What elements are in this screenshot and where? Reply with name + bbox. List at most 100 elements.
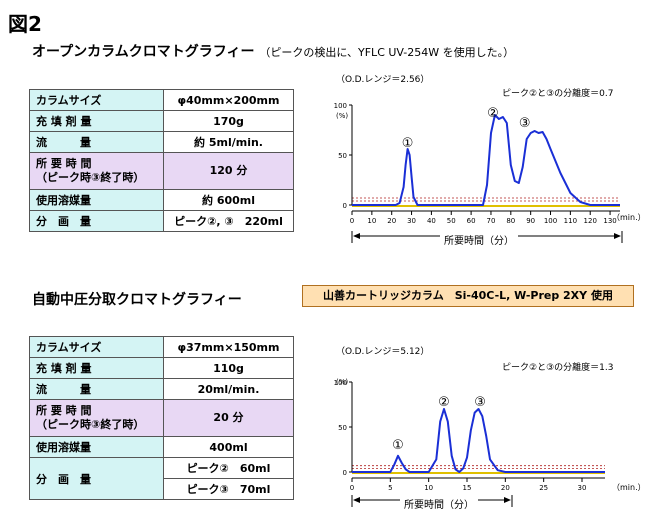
table-row: 流 量約 5ml/min. xyxy=(29,131,294,153)
x-tick-label: 30 xyxy=(578,484,587,492)
arrow-head-right xyxy=(614,233,621,239)
row-value: 170g xyxy=(163,110,294,132)
section2-title: 自動中圧分取クロマトグラフィー xyxy=(32,292,242,308)
y-tick-label: 50 xyxy=(338,152,347,160)
x-tick-label: 70 xyxy=(487,217,496,225)
section1-title-text: オープンカラムクロマトグラフィー xyxy=(32,44,255,60)
y-tick-label: 100 xyxy=(334,379,347,387)
x-tick-label: 110 xyxy=(564,217,577,225)
column-badge: 山善カートリッジカラム Si-40C-L, W-Prep 2XY 使用 xyxy=(302,285,634,307)
x-tick-label: 15 xyxy=(463,484,472,492)
row-value: 400ml xyxy=(163,436,294,458)
row-value: φ40mm×200mm xyxy=(163,89,294,111)
x-unit-label: （min.） xyxy=(612,483,646,492)
x-tick-label: 25 xyxy=(539,484,548,492)
section2-spec-table: カラムサイズ φ37mm×150mm 充 填 剤 量 110g 流 量 20ml/mi… xyxy=(29,336,294,500)
peak-label: ③ xyxy=(474,395,486,410)
chromatogram-trace xyxy=(352,408,605,473)
x-tick-label: 10 xyxy=(424,484,433,492)
row-key: 所 要 時 間（ピーク時③終了時） xyxy=(29,399,164,437)
x-tick-label: 90 xyxy=(526,217,535,225)
x-tick-label: 60 xyxy=(467,217,476,225)
y-tick-label: 0 xyxy=(343,469,347,477)
row-key: 所 要 時 間（ピーク時③終了時） xyxy=(29,152,164,190)
x-tick-label: 5 xyxy=(388,484,392,492)
arrow-head-left xyxy=(353,497,360,503)
table-row: 分 画 量ピーク②, ③ 220ml xyxy=(29,210,294,232)
row-key-line2: （ピーク時③終了時） xyxy=(36,171,145,184)
row-value: ピーク③ 70ml xyxy=(163,478,294,500)
chromatogram-trace xyxy=(352,114,620,206)
peak-label: ① xyxy=(392,438,404,453)
table-row: 所 要 時 間（ピーク時③終了時） 20 分 xyxy=(29,399,294,437)
row-key-line2: （ピーク時③終了時） xyxy=(36,418,145,431)
figure-label: 図2 xyxy=(8,12,42,36)
peak-label: ② xyxy=(438,395,450,410)
table-row: 充 填 剤 量 110g xyxy=(29,357,294,379)
row-key: カラムサイズ xyxy=(29,336,164,358)
peak-label: ① xyxy=(402,136,414,151)
row-key: 流 量 xyxy=(29,378,164,400)
section1-title: オープンカラムクロマトグラフィー （ピークの検出に、YFLC UV-254W を… xyxy=(32,41,514,61)
row-key: 充 填 剤 量 xyxy=(29,110,164,132)
y-tick-label: 0 xyxy=(343,202,347,210)
row-key: 分 画 量 xyxy=(29,210,164,232)
axis-label-backing xyxy=(400,498,478,512)
row-value: ピーク② 60ml xyxy=(163,457,294,479)
row-value: 20 分 xyxy=(163,399,294,437)
y-tick-label: 50 xyxy=(338,424,347,432)
row-key: 使用溶媒量 xyxy=(29,436,164,458)
row-value: 120 分 xyxy=(163,152,294,190)
x-axis-label: 所要時間（分） xyxy=(444,235,514,247)
x-tick-label: 80 xyxy=(506,217,515,225)
section1-note: （ピークの検出に、YFLC UV-254W を使用した。） xyxy=(259,46,515,59)
table-row: 使用溶媒量 400ml xyxy=(29,436,294,458)
table-row: カラムサイズ φ37mm×150mm xyxy=(29,336,294,358)
x-tick-label: 100 xyxy=(544,217,557,225)
x-tick-label: 50 xyxy=(447,217,456,225)
table-row: ピーク③ 70ml xyxy=(30,478,294,500)
x-tick-label: 0 xyxy=(350,217,354,225)
od-label: （O.D.レンジ＝5.12） xyxy=(336,346,429,357)
x-tick-label: 20 xyxy=(387,217,396,225)
peak-label: ③ xyxy=(519,116,531,131)
table-row: 分 画 量ピーク② 60ml xyxy=(29,457,294,500)
x-tick-label: 40 xyxy=(427,217,436,225)
resolution-label: ピーク②と③の分離度＝1.3 xyxy=(502,361,613,373)
axis-label-backing xyxy=(440,234,518,248)
table-row: 流 量 20ml/min. xyxy=(29,378,294,400)
row-key: 使用溶媒量 xyxy=(29,189,164,211)
table-row: 使用溶媒量約 600ml xyxy=(29,189,294,211)
resolution-label: ピーク②と③の分離度＝0.7 xyxy=(502,87,613,99)
chart-1: （O.D.レンジ＝2.56） ピーク②と③の分離度＝0.7 (%) 100 50 0… xyxy=(334,74,646,248)
row-value: 110g xyxy=(163,357,294,379)
row-value: 約 600ml xyxy=(163,189,294,211)
plot-area: 100 50 00 5 10 15 20 25 30 ① ② ③ xyxy=(334,379,605,507)
plot-area: 100 50 00 10 20 30 40 50 60 70 80 90 100 110 120 130 ① ② ③ xyxy=(334,102,623,243)
y-unit-label: (%) xyxy=(336,112,348,120)
x-tick-label: 120 xyxy=(584,217,597,225)
x-axis-label: 所要時間（分） xyxy=(404,499,474,511)
arrow-head-right xyxy=(504,497,511,503)
peak-label: ② xyxy=(487,106,499,121)
od-label: （O.D.レンジ＝2.56） xyxy=(336,74,429,85)
arrow-head-left xyxy=(353,233,360,239)
row-key: カラムサイズ xyxy=(29,89,164,111)
row-key: 充 填 剤 量 xyxy=(29,357,164,379)
y-unit-label: (%) xyxy=(336,378,348,386)
row-value: φ37mm×150mm xyxy=(163,336,294,358)
x-tick-label: 20 xyxy=(501,484,510,492)
table-row: 所 要 時 間（ピーク時③終了時） 120 分 xyxy=(29,152,294,190)
x-unit-label: （min.） xyxy=(612,213,646,222)
x-tick-label: 0 xyxy=(350,484,354,492)
row-key: 分 画 量 xyxy=(29,457,164,500)
table-row: カラムサイズ φ40mm×200mm xyxy=(29,89,294,111)
row-value: 20ml/min. xyxy=(163,378,294,400)
x-tick-label: 30 xyxy=(407,217,416,225)
row-key-line1: 所 要 時 間 xyxy=(36,157,92,170)
row-value: 約 5ml/min. xyxy=(163,131,294,153)
row-key: 流 量 xyxy=(29,131,164,153)
row-value: ピーク②, ③ 220ml xyxy=(163,210,294,232)
chart-2: （O.D.レンジ＝5.12） ピーク②と③の分離度＝1.3 (%) 100500… xyxy=(334,346,646,512)
x-tick-label: 130 xyxy=(603,217,616,225)
